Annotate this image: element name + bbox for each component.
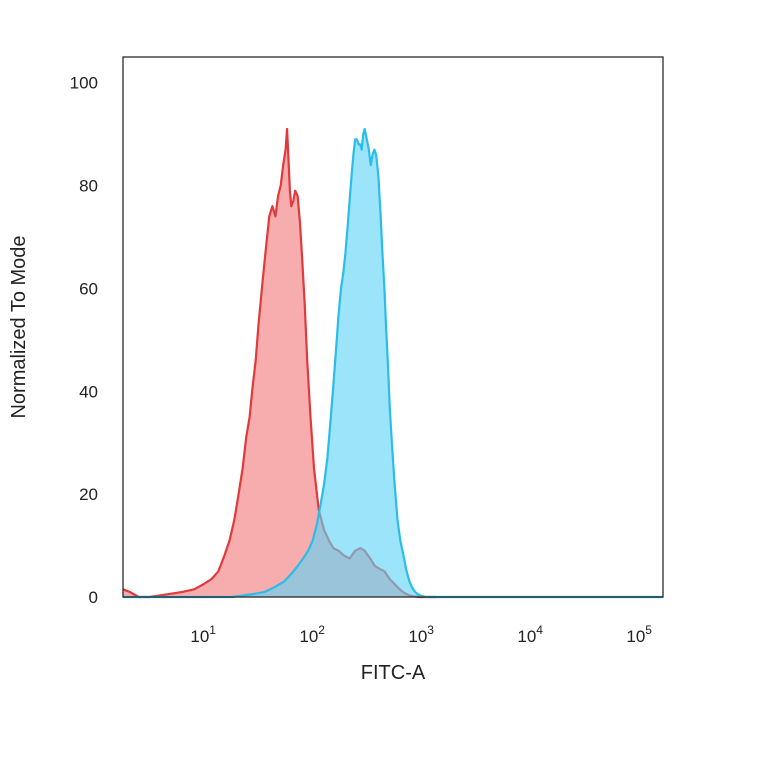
series-layer: [122, 127, 663, 599]
y-tick-label: 0: [89, 588, 98, 607]
x-tick-label: 102: [299, 623, 325, 646]
x-axis-ticks: 101 102 103 104 105: [190, 623, 652, 646]
y-tick-label: 40: [79, 382, 98, 401]
x-tick-label: 105: [626, 623, 652, 646]
y-tick-label: 60: [79, 279, 98, 298]
y-tick-label: 100: [70, 74, 98, 93]
y-tick-label: 20: [79, 485, 98, 504]
x-axis-label: FITC-A: [361, 662, 426, 684]
series-2-line: [123, 127, 663, 599]
series-1-area: [123, 129, 437, 597]
y-axis-label: Normalized To Mode: [8, 235, 30, 418]
plot-frame: [122, 56, 664, 598]
y-axis-ticks: 0 20 40 60 80 100: [70, 74, 98, 607]
x-tick-label: 104: [517, 623, 543, 646]
x-tick-label: 103: [408, 623, 434, 646]
x-tick-label: 101: [190, 623, 216, 646]
y-tick-label: 80: [79, 177, 98, 196]
series-2-area: [123, 129, 663, 597]
